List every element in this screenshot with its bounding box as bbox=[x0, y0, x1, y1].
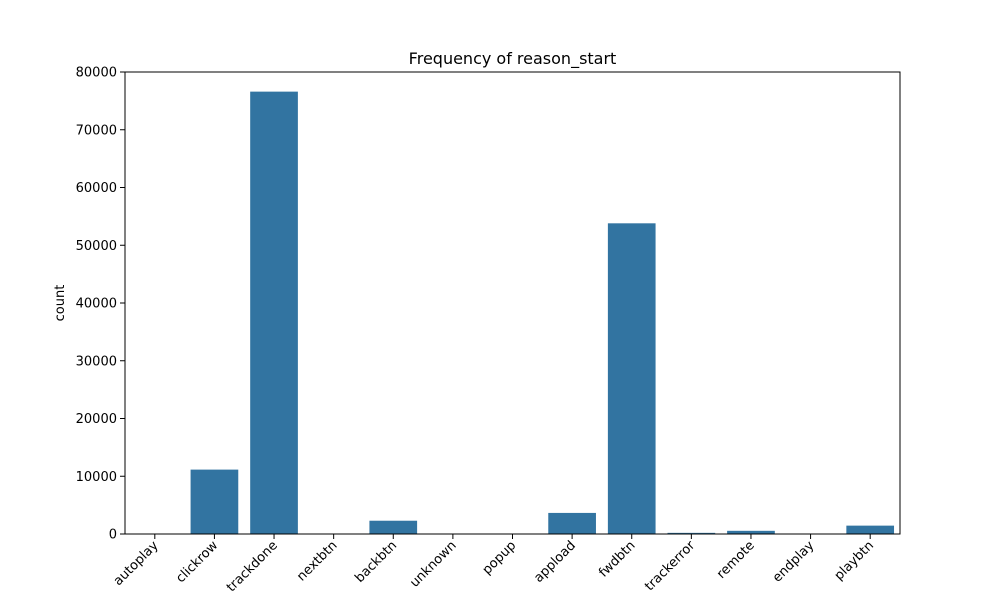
x-tick-label: trackdone bbox=[224, 538, 281, 595]
bar-trackdone bbox=[250, 92, 298, 534]
y-tick-label: 80000 bbox=[76, 66, 117, 81]
x-tick-label: backbtn bbox=[352, 538, 400, 586]
plot-area-frame bbox=[125, 72, 900, 534]
bar-backbtn bbox=[369, 521, 417, 534]
y-tick-label: 60000 bbox=[76, 181, 117, 196]
x-tick-label: trackerror bbox=[642, 538, 698, 594]
x-tick-label: appload bbox=[531, 538, 579, 586]
x-tick-label: nextbtn bbox=[294, 538, 340, 584]
bar-clickrow bbox=[191, 470, 239, 534]
bar-appload bbox=[548, 513, 596, 534]
bar-playbtn bbox=[846, 526, 894, 534]
y-tick-label: 30000 bbox=[76, 354, 117, 369]
y-tick-label: 40000 bbox=[76, 297, 117, 312]
x-tick-label: clickrow bbox=[173, 538, 221, 586]
y-tick-label: 20000 bbox=[76, 412, 117, 427]
bars-group bbox=[131, 92, 894, 534]
y-axis-ticks: 0 10000 20000 30000 40000 50000 60000 70000 8000… bbox=[76, 66, 125, 543]
x-tick-label: autoplay bbox=[111, 538, 162, 589]
chart-title: Frequency of reason_start bbox=[409, 49, 617, 69]
x-tick-label: unknown bbox=[407, 538, 459, 590]
x-tick-label: remote bbox=[714, 538, 758, 582]
y-tick-label: 10000 bbox=[76, 470, 117, 485]
y-tick-label: 70000 bbox=[76, 123, 117, 138]
x-tick-label: fwdbtn bbox=[596, 538, 638, 580]
x-tick-label: popup bbox=[480, 538, 520, 578]
y-axis-label: count bbox=[53, 285, 68, 322]
y-tick-label: 0 bbox=[109, 528, 117, 543]
x-tick-label: endplay bbox=[770, 538, 818, 586]
y-tick-label: 50000 bbox=[76, 239, 117, 254]
bar-fwdbtn bbox=[608, 223, 656, 534]
x-tick-label: playbtn bbox=[832, 538, 877, 583]
